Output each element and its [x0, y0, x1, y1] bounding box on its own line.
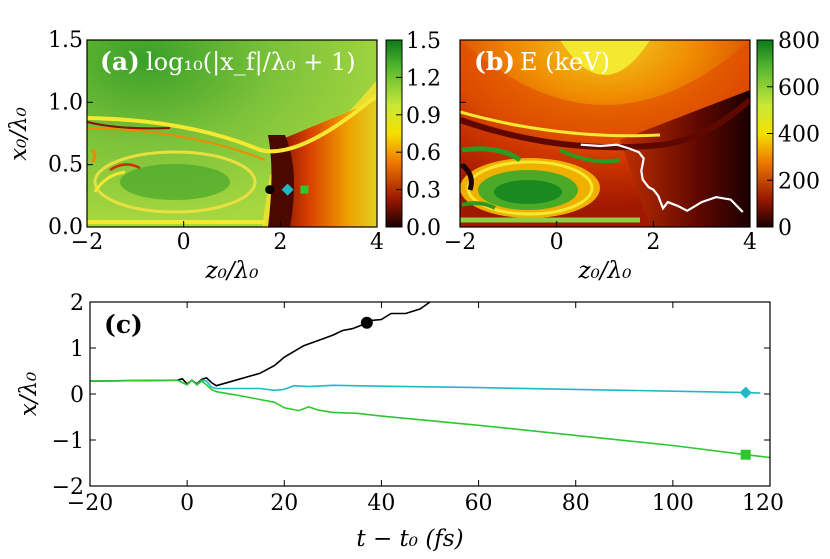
axis-a-xticks: −2 0 2 4 — [71, 221, 384, 255]
marker-a-cyan — [281, 183, 294, 196]
colorbar-tick-label: 1.2 — [406, 66, 441, 91]
colorbar-tick-label: 0.0 — [406, 216, 441, 241]
axes-a-frame — [86, 39, 378, 228]
panel-b: −2 0 2 4 (b) E (keV) z₀/λ₀ 0 200 400 600 800 — [444, 29, 820, 284]
panel-a-xlabel: z₀/λ₀ — [205, 258, 259, 284]
panel-a-title: log₁₀(|x_f|/λ₀ + 1) — [146, 48, 356, 77]
panel-a-ylabel: x₀/λ₀ — [6, 107, 32, 161]
panel-c-ylabel: x/λ₀ — [16, 372, 42, 417]
colorbar-tick-label: 600 — [778, 76, 820, 101]
xtick-label: 100 — [652, 491, 694, 516]
xtick-label: 4 — [743, 230, 757, 255]
panel-c-xlabel: t − t₀ (fs) — [356, 526, 463, 552]
panel-c-lines — [90, 302, 770, 459]
colorbar-tick-label: 0.6 — [406, 141, 441, 166]
xtick-label: 0 — [177, 230, 191, 255]
panel-b-label: (b) — [474, 47, 515, 76]
xtick-label: 2 — [273, 230, 287, 255]
ytick-label: 0.5 — [48, 153, 83, 178]
marker-a-green — [300, 185, 309, 194]
ytick-label: 1.5 — [48, 28, 83, 53]
ytick-label: 1.0 — [48, 90, 83, 115]
xtick-label: 80 — [562, 491, 590, 516]
ytick-label: −1 — [52, 429, 84, 454]
colorbar-tick-label: 400 — [778, 123, 820, 148]
colorbar-tick-label: 0.9 — [406, 104, 441, 129]
xtick-label: 4 — [370, 230, 384, 255]
ytick-label: 1 — [70, 337, 84, 362]
colorbar-a-ticks: 0.0 0.3 0.6 0.9 1.2 1.5 — [396, 29, 441, 241]
colorbar-a — [385, 39, 403, 228]
colorbar-b-ticks: 0 200 400 600 800 — [767, 29, 820, 241]
xtick-label: 20 — [270, 491, 298, 516]
heatmap-b — [460, 40, 750, 227]
panel-b-title: E (keV) — [520, 48, 610, 76]
panel-c: −20 0 20 40 60 80 100 120 −2 −1 0 1 2 (c) t − t₀ (f… — [16, 291, 784, 552]
colorbar-tick-label: 0.3 — [406, 179, 441, 204]
colorbar-tick-label: 800 — [778, 29, 820, 54]
panel-c-label: (c) — [104, 310, 143, 339]
panel-a-label: (a) — [100, 47, 140, 76]
xtick-label: 40 — [367, 491, 395, 516]
series-marker-green — [740, 449, 751, 460]
axis-c-xticks: −20 0 20 40 60 80 100 120 — [67, 302, 784, 516]
xtick-label: 120 — [742, 491, 784, 516]
trajectory-b — [580, 143, 744, 213]
series-line-green — [90, 379, 770, 459]
axes-c-frame — [89, 301, 771, 487]
panel-a: −2 0 2 4 0.0 0.5 1.0 1.5 (a) log₁₀(|x_f|/λ₀ + … — [6, 28, 441, 284]
xtick-label: 60 — [465, 491, 493, 516]
xtick-label: 0 — [180, 491, 194, 516]
xtick-label: 2 — [646, 230, 660, 255]
ytick-label: 0 — [70, 383, 84, 408]
colorbar-tick-label: 1.5 — [406, 29, 441, 54]
series-marker-cyan — [739, 386, 752, 399]
colorbar-tick-label: 200 — [778, 169, 820, 194]
panel-b-xlabel: z₀/λ₀ — [578, 258, 632, 284]
ytick-label: 0.0 — [48, 215, 83, 240]
ytick-label: 2 — [70, 291, 84, 316]
heatmap-a — [87, 40, 377, 227]
axis-b-xticks: −2 0 2 4 — [444, 39, 757, 255]
series-marker-black — [360, 316, 373, 329]
marker-a-black — [265, 185, 275, 195]
colorbar-tick-label: 0 — [778, 216, 792, 241]
xtick-label: −2 — [71, 230, 103, 255]
xtick-label: 0 — [550, 230, 564, 255]
xtick-label: −20 — [67, 491, 113, 516]
axis-a-yticks: 0.0 0.5 1.0 1.5 — [48, 28, 93, 240]
axis-c-yticks: −2 −1 0 1 2 — [52, 291, 770, 500]
axes-b-frame — [459, 39, 751, 228]
xtick-label: −2 — [444, 230, 476, 255]
ytick-label: −2 — [52, 475, 84, 500]
panel-c-markers — [360, 316, 752, 460]
